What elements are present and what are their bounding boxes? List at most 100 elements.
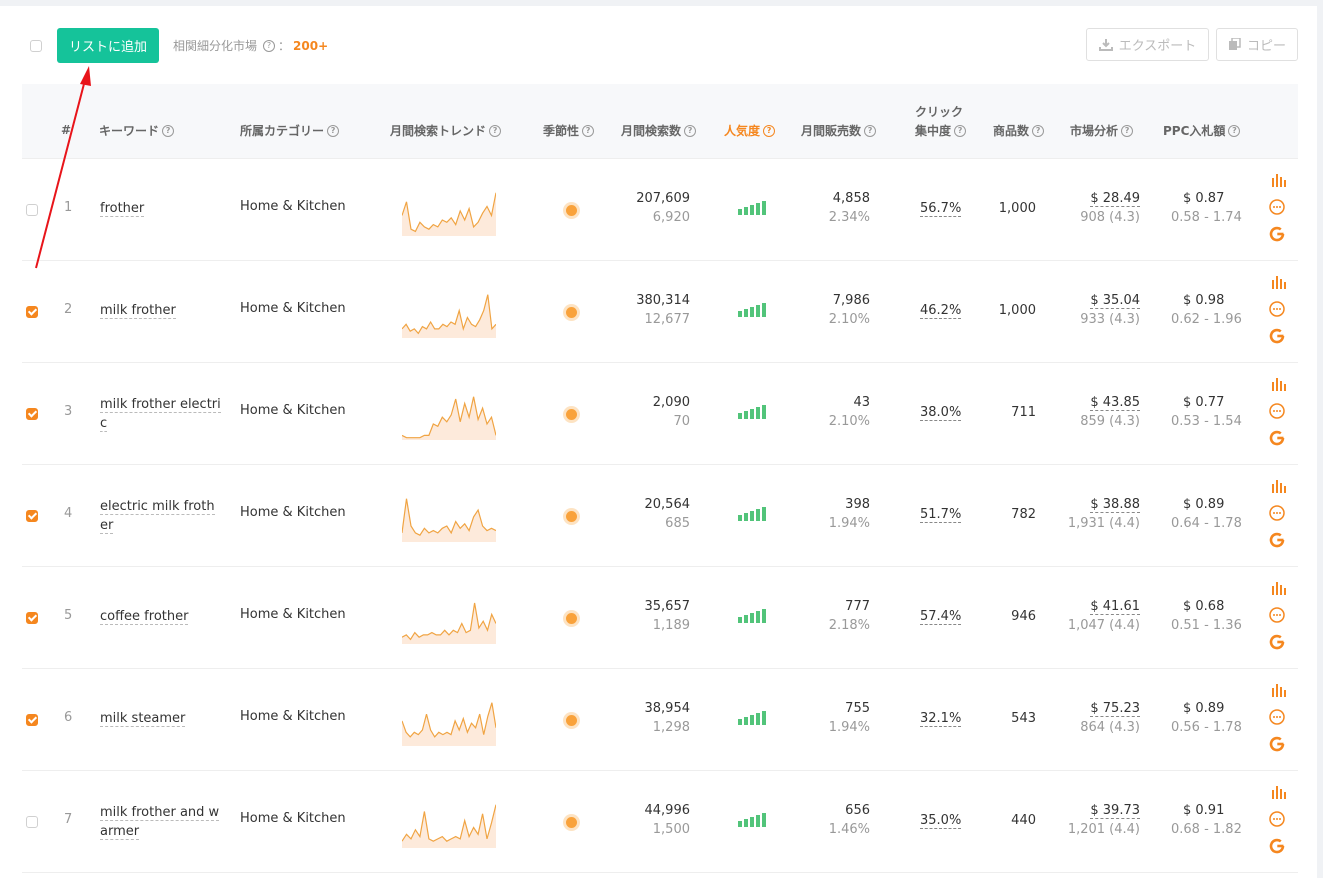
click-concentration[interactable]: 46.2% [920, 303, 962, 319]
col-search-volume[interactable]: 月間検索数? [621, 122, 697, 139]
bar-chart-icon[interactable] [1270, 274, 1286, 290]
row-checkbox[interactable] [26, 816, 38, 828]
row-checkbox[interactable] [26, 204, 38, 216]
row-checkbox[interactable] [26, 510, 38, 522]
help-icon[interactable]: ? [489, 124, 502, 137]
trend-sparkline[interactable] [402, 698, 496, 746]
seasonality-dot[interactable] [566, 205, 577, 216]
seasonality-dot[interactable] [566, 307, 577, 318]
bar-chart-icon[interactable] [1270, 580, 1286, 596]
seasonality-dot[interactable] [566, 817, 577, 828]
more-icon[interactable] [1269, 403, 1285, 419]
click-concentration[interactable]: 57.4% [920, 609, 962, 625]
more-icon[interactable] [1269, 607, 1285, 623]
col-market[interactable]: 市場分析? [1070, 122, 1134, 139]
google-icon[interactable] [1269, 226, 1285, 242]
table-row[interactable]: 1 frother Home & Kitchen 207,609 6,920 4… [22, 158, 1298, 261]
help-icon[interactable]: ? [864, 124, 877, 137]
table-row[interactable]: 7 milk frother and w armer Home & Kitche… [22, 770, 1298, 873]
keyword-link[interactable]: milk steamer [100, 709, 228, 728]
more-icon[interactable] [1269, 811, 1285, 827]
help-icon[interactable]: ? [684, 124, 697, 137]
row-checkbox[interactable] [26, 408, 38, 420]
popularity-bar [744, 819, 748, 827]
click-concentration[interactable]: 38.0% [920, 405, 962, 421]
help-icon[interactable]: ? [954, 124, 967, 137]
select-all-checkbox[interactable] [30, 40, 42, 52]
col-keyword[interactable]: キーワード? [99, 122, 175, 139]
google-icon[interactable] [1269, 838, 1285, 854]
seasonality-dot[interactable] [566, 715, 577, 726]
keyword-link[interactable]: coffee frother [100, 607, 228, 626]
table-row[interactable]: 2 milk frother Home & Kitchen 380,314 12… [22, 260, 1298, 363]
google-icon[interactable] [1269, 532, 1285, 548]
related-markets-count[interactable]: 200+ [293, 38, 329, 53]
keyword-link[interactable]: electric milk froth er [100, 497, 228, 535]
col-trend[interactable]: 月間検索トレンド? [390, 122, 502, 139]
add-to-list-button[interactable]: リストに追加 [57, 28, 159, 63]
bar-chart-icon[interactable] [1270, 478, 1286, 494]
bar-chart-icon[interactable] [1270, 172, 1286, 188]
col-category[interactable]: 所属カテゴリー? [240, 122, 340, 139]
row-checkbox[interactable] [26, 714, 38, 726]
help-icon[interactable]: ? [763, 124, 776, 137]
table-row[interactable]: 4 electric milk froth er Home & Kitchen … [22, 464, 1298, 567]
trend-sparkline[interactable] [402, 290, 496, 338]
keyword-link[interactable]: milk frother electri c [100, 395, 228, 433]
keyword-link[interactable]: milk frother [100, 301, 228, 320]
trend-sparkline[interactable] [402, 596, 496, 644]
keyword-link[interactable]: milk frother and w armer [100, 803, 228, 841]
google-icon[interactable] [1269, 328, 1285, 344]
col-ppc[interactable]: PPC入札額? [1163, 122, 1241, 139]
col-sales[interactable]: 月間販売数? [801, 122, 877, 139]
col-products[interactable]: 商品数? [993, 122, 1045, 139]
market-price[interactable]: $ 43.85 [1062, 395, 1140, 411]
google-icon[interactable] [1269, 736, 1285, 752]
keyword-link[interactable]: frother [100, 199, 228, 218]
click-concentration[interactable]: 35.0% [920, 813, 962, 829]
more-icon[interactable] [1269, 709, 1285, 725]
help-icon[interactable]: ? [582, 124, 595, 137]
market-price[interactable]: $ 28.49 [1062, 191, 1140, 207]
bar-chart-icon[interactable] [1270, 784, 1286, 800]
click-concentration[interactable]: 32.1% [920, 711, 962, 727]
more-icon[interactable] [1269, 199, 1285, 215]
help-icon[interactable]: ? [162, 124, 175, 137]
bar-chart-icon[interactable] [1270, 682, 1286, 698]
help-icon[interactable]: ? [1032, 124, 1045, 137]
table-row[interactable]: 3 milk frother electri c Home & Kitchen … [22, 362, 1298, 465]
click-concentration[interactable]: 51.7% [920, 507, 962, 523]
trend-sparkline[interactable] [402, 392, 496, 440]
market-price[interactable]: $ 35.04 [1062, 293, 1140, 309]
google-icon[interactable] [1269, 430, 1285, 446]
help-icon[interactable]: ? [1228, 124, 1241, 137]
help-icon[interactable]: ? [327, 124, 340, 137]
help-icon[interactable]: ? [1121, 124, 1134, 137]
market-price[interactable]: $ 38.88 [1062, 497, 1140, 513]
trend-sparkline[interactable] [402, 188, 496, 236]
export-button[interactable]: エクスポート [1086, 28, 1209, 61]
popularity-bars [738, 405, 766, 419]
more-icon[interactable] [1269, 505, 1285, 521]
seasonality-dot[interactable] [566, 613, 577, 624]
row-checkbox[interactable] [26, 612, 38, 624]
help-icon[interactable]: ? [263, 39, 276, 52]
table-row[interactable]: 6 milk steamer Home & Kitchen 38,954 1,2… [22, 668, 1298, 771]
market-price[interactable]: $ 41.61 [1062, 599, 1140, 615]
google-icon[interactable] [1269, 634, 1285, 650]
seasonality-dot[interactable] [566, 511, 577, 522]
col-popularity[interactable]: 人気度? [724, 122, 776, 139]
trend-sparkline[interactable] [402, 800, 496, 848]
trend-sparkline[interactable] [402, 494, 496, 542]
click-concentration[interactable]: 56.7% [920, 201, 962, 217]
more-icon[interactable] [1269, 301, 1285, 317]
col-click[interactable]: 集中度? [915, 122, 967, 139]
seasonality-dot[interactable] [566, 409, 577, 420]
market-price[interactable]: $ 75.23 [1062, 701, 1140, 717]
row-checkbox[interactable] [26, 306, 38, 318]
table-row[interactable]: 5 coffee frother Home & Kitchen 35,657 1… [22, 566, 1298, 669]
col-seasonality[interactable]: 季節性? [543, 122, 595, 139]
market-price[interactable]: $ 39.73 [1062, 803, 1140, 819]
bar-chart-icon[interactable] [1270, 376, 1286, 392]
copy-button[interactable]: コピー [1216, 28, 1298, 61]
